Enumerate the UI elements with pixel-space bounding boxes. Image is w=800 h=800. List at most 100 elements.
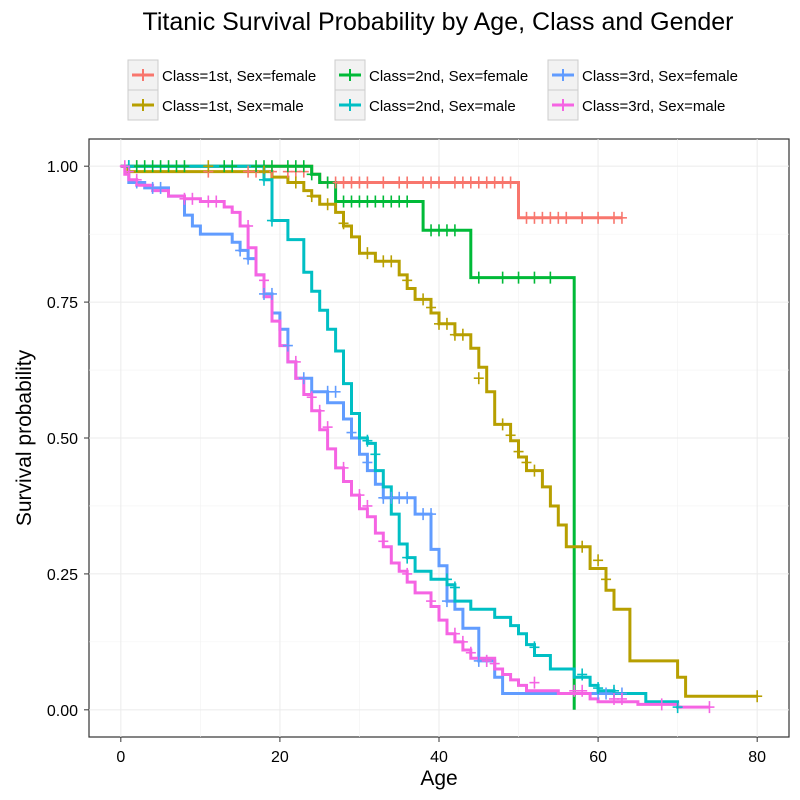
y-tick-label: 0.25: [47, 567, 78, 584]
censor-mark-class-1st-sex-male: [402, 274, 413, 287]
censor-mark-class-3rd-sex-female: [282, 339, 293, 352]
censor-mark-class-3rd-sex-female: [362, 456, 373, 469]
censor-mark-class-1st-sex-male: [497, 418, 508, 431]
censor-mark-class-1st-sex-male: [521, 456, 532, 469]
y-tick-label: 0.50: [47, 431, 78, 448]
x-axis-title: Age: [420, 767, 457, 790]
censor-mark-class-1st-sex-male: [386, 255, 397, 268]
censor-mark-class-3rd-sex-male: [306, 391, 317, 404]
censor-marks: [119, 160, 763, 714]
censor-mark-class-3rd-sex-male: [465, 646, 476, 659]
censor-mark-class-3rd-sex-male: [489, 657, 500, 670]
y-tick-label: 0.75: [47, 295, 78, 312]
censor-mark-class-2nd-sex-female: [513, 271, 524, 284]
y-axis: 0.00 0.25 0.50 0.75 1.00: [47, 159, 89, 720]
censor-mark-class-1st-sex-male: [593, 554, 604, 567]
censor-mark-class-3rd-sex-female: [266, 287, 277, 300]
censor-mark-class-2nd-sex-male: [449, 581, 460, 594]
y-axis-title: Survival probability: [13, 349, 36, 526]
censor-mark-class-1st-sex-male: [418, 293, 429, 306]
censor-mark-class-2nd-sex-male: [441, 573, 452, 586]
censor-mark-class-3rd-sex-male: [481, 654, 492, 667]
censor-mark-class-1st-sex-male: [752, 690, 763, 703]
censor-mark-class-1st-sex-female: [616, 211, 627, 224]
censor-mark-class-2nd-sex-female: [227, 160, 238, 173]
censor-mark-class-1st-sex-female: [577, 211, 588, 224]
censor-mark-class-1st-sex-female: [561, 211, 572, 224]
legend-label: Class=3rd, Sex=female: [582, 68, 738, 85]
censor-mark-class-1st-sex-male: [577, 540, 588, 553]
censor-mark-class-2nd-sex-male: [266, 214, 277, 227]
chart-title: Titanic Survival Probability by Age, Cla…: [142, 8, 733, 36]
legend-label: Class=1st, Sex=female: [162, 68, 316, 85]
censor-mark-class-3rd-sex-male: [457, 635, 468, 648]
legend-item-class-3rd-sex-male: Class=3rd, Sex=male: [547, 89, 725, 121]
censor-mark-class-2nd-sex-female: [298, 160, 309, 173]
censor-mark-class-3rd-sex-female: [402, 491, 413, 504]
censor-mark-class-3rd-sex-female: [243, 252, 254, 265]
censor-mark-class-1st-sex-male: [426, 301, 437, 314]
censor-mark-class-1st-sex-female: [378, 176, 389, 189]
censor-mark-class-3rd-sex-female: [330, 385, 341, 398]
legend-item-class-2nd-sex-male: Class=2nd, Sex=male: [334, 89, 516, 121]
censor-mark-class-1st-sex-male: [441, 317, 452, 330]
censor-mark-class-3rd-sex-male: [577, 684, 588, 697]
x-tick-label: 20: [271, 749, 289, 766]
censor-mark-class-3rd-sex-male: [378, 535, 389, 548]
censor-mark-class-3rd-sex-male: [354, 489, 365, 502]
censor-mark-class-2nd-sex-female: [449, 224, 460, 237]
censor-mark-class-2nd-sex-female: [402, 195, 413, 208]
censor-mark-class-2nd-sex-female: [179, 160, 190, 173]
censor-mark-class-1st-sex-female: [505, 176, 516, 189]
censor-mark-class-2nd-sex-female: [473, 271, 484, 284]
censor-mark-class-3rd-sex-male: [616, 692, 627, 705]
censor-mark-class-1st-sex-male: [362, 247, 373, 260]
censor-mark-class-1st-sex-male: [338, 217, 349, 230]
x-tick-label: 0: [116, 749, 125, 766]
legend-label: Class=3rd, Sex=male: [582, 98, 725, 115]
censor-mark-class-3rd-sex-male: [704, 701, 715, 714]
censor-mark-class-3rd-sex-male: [211, 195, 222, 208]
x-axis: 0 20 40 60 80: [116, 737, 766, 766]
plot-panel: [88, 138, 790, 738]
censor-mark-class-3rd-sex-female: [298, 372, 309, 385]
censor-mark-class-3rd-sex-male: [338, 461, 349, 474]
censor-mark-class-3rd-sex-female: [235, 244, 246, 257]
censor-mark-class-2nd-sex-female: [266, 160, 277, 173]
censor-mark-class-1st-sex-male: [473, 372, 484, 385]
y-tick-label: 1.00: [47, 159, 78, 176]
legend-item-class-1st-sex-male: Class=1st, Sex=male: [127, 89, 304, 121]
censor-mark-class-2nd-sex-male: [577, 668, 588, 681]
censor-mark-class-1st-sex-male: [306, 190, 317, 203]
censor-mark-class-3rd-sex-male: [656, 698, 667, 711]
censor-mark-class-3rd-sex-male: [123, 165, 134, 178]
censor-mark-class-3rd-sex-female: [441, 595, 452, 608]
legend-label: Class=2nd, Sex=female: [369, 68, 528, 85]
legend-label: Class=2nd, Sex=male: [369, 98, 516, 115]
censor-mark-class-3rd-sex-male: [290, 355, 301, 368]
x-tick-label: 40: [430, 749, 448, 766]
y-tick-label: 0.00: [47, 703, 78, 720]
censor-mark-class-3rd-sex-female: [426, 508, 437, 521]
legend: Class=1st, Sex=female Class=2nd, Sex=fema…: [127, 59, 738, 121]
censor-mark-class-3rd-sex-male: [314, 404, 325, 417]
censor-mark-class-2nd-sex-female: [529, 271, 540, 284]
legend-label: Class=1st, Sex=male: [162, 98, 304, 115]
censor-mark-class-1st-sex-male: [529, 464, 540, 477]
x-tick-label: 80: [748, 749, 766, 766]
censor-mark-class-2nd-sex-male: [593, 682, 604, 695]
series-line-class-3rd-sex-male: [120, 164, 710, 709]
censor-mark-class-2nd-sex-female: [497, 271, 508, 284]
censor-mark-class-1st-sex-female: [593, 211, 604, 224]
legend-item-class-3rd-sex-female: Class=3rd, Sex=female: [547, 59, 738, 91]
x-tick-label: 60: [589, 749, 607, 766]
censor-mark-class-2nd-sex-male: [672, 701, 683, 714]
censor-mark-class-3rd-sex-male: [131, 173, 142, 186]
censor-mark-class-1st-sex-male: [203, 160, 214, 173]
censor-mark-class-1st-sex-female: [434, 176, 444, 189]
legend-item-class-1st-sex-female: Class=1st, Sex=female: [127, 59, 316, 91]
censor-mark-class-1st-sex-male: [601, 573, 612, 586]
censor-mark-class-2nd-sex-female: [545, 271, 556, 284]
censor-mark-class-2nd-sex-male: [362, 434, 373, 447]
